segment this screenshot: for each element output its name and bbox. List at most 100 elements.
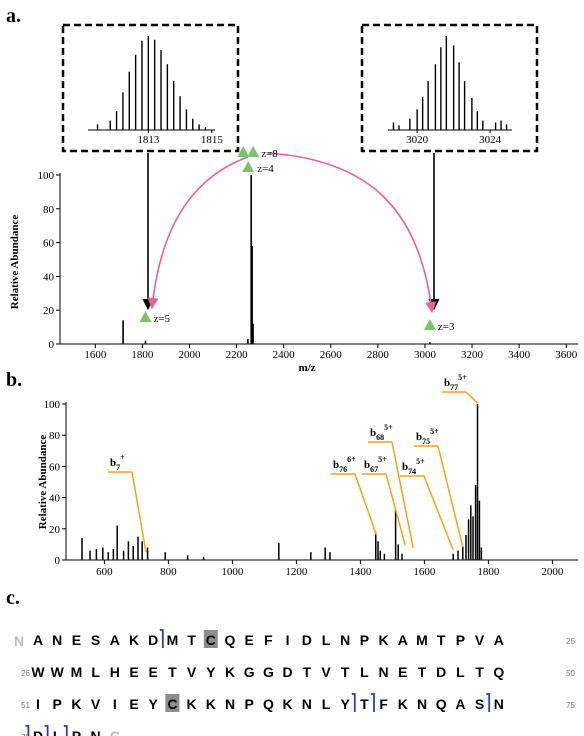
residue: N [302,696,312,712]
residue: M [71,664,83,680]
residue: D [302,632,312,648]
highlighted-residue-box [203,630,218,648]
residue: I [36,696,40,712]
residue: P [245,696,254,712]
fragment-label: b766+ [333,455,356,474]
residue: S [91,632,100,648]
residue: A [455,696,465,712]
fragment-label: b7+ [110,453,125,472]
residue: E [129,664,138,680]
residue: T [475,664,484,680]
panel-a-y-tick-label: 60 [43,238,55,250]
cleavage-bracket [371,693,375,712]
fragment-leader-line [385,473,406,546]
fragment-annotation: b745+ [400,457,454,551]
panel-b-y-tick-label: 60 [49,461,61,473]
charge-label: z=4 [257,163,274,175]
residue: K [379,632,389,648]
panel-b-axes: 600 800 1000 1200 1400 1600 1800 2000 0 20 40 60 80 1… [44,399,578,578]
inset-tick-label: 1813 [137,134,160,146]
cleavage-bracket [351,693,356,712]
residue: N [379,664,389,680]
fragment-leader-line [423,475,454,551]
residue: G [244,664,255,680]
residue: L [322,696,331,712]
residue: Q [263,696,274,712]
residue: Y [206,664,216,680]
cleavage-bracket [44,725,49,736]
panel-b-x-tick-label: 1800 [477,566,500,578]
cleavage-bracket [486,693,491,712]
panel-a-x-tick-label: 3200 [461,349,484,361]
residue: K [71,696,81,712]
residue: K [187,696,197,712]
residue: N [494,696,504,712]
inset-tick-label: 3020 [406,134,429,146]
charge-label: z=5 [153,313,170,325]
panel-b-peaks [81,404,483,560]
panel-b-y-tick-label: 80 [49,430,61,442]
inset-left-envelope: 1813 1815 [88,36,223,146]
panel-a-y-tick-label: 80 [43,204,55,216]
residue: D [283,664,293,680]
residue: H [110,664,120,680]
residue: A [33,632,43,648]
charge-label: z=8 [261,148,278,160]
fragment-label: b675+ [364,455,387,474]
charge-triangle [242,161,255,172]
residue-number-end: 75 [566,701,575,710]
inset-right-envelope: 3020 3024 [388,36,512,146]
residue: S [475,696,484,712]
panel-a-y-tick-label: 40 [43,271,55,283]
residue: V [475,632,485,648]
fragment-label: b745+ [402,457,425,476]
fragment-annotation: b675+ [362,455,406,546]
inset-tick-label: 1815 [201,134,224,146]
residue: T [341,664,350,680]
charge-triangle [247,146,260,157]
highlighted-residue-box [165,694,180,712]
residue: K [206,696,216,712]
residue: I [113,696,117,712]
residue: L [360,664,369,680]
panel-label-c: c. [6,587,20,609]
residue-number-start: 51 [21,701,30,710]
residue: E [245,632,254,648]
residue: L [322,632,331,648]
residue: L [53,728,62,736]
panel-b-x-tick-label: 1200 [285,566,308,578]
fragment-leader-line [437,445,464,548]
fragment-label: b685+ [370,423,393,442]
residue: P [456,632,465,648]
panel-b-x-tick-label: 600 [96,566,113,578]
fragment-label: b755+ [416,427,439,446]
residue: V [91,696,101,712]
inset-box-right [360,23,539,153]
residue: Y [341,696,351,712]
panel-a-x-tick-label: 3400 [508,349,531,361]
panel-a-x-tick-label: 2400 [273,349,296,361]
residue: D [436,664,446,680]
residue: A [494,632,504,648]
panel-a-xlabel: m/z [298,362,315,374]
panel-b-x-tick-label: 1000 [221,566,244,578]
residue: I [286,632,290,648]
panel-b-y-tick-label: 0 [55,555,61,567]
residue: C [206,632,216,648]
residue: D [148,632,158,648]
pink-arrow-left [147,156,249,310]
residue: T [168,664,177,680]
residue: E [398,664,407,680]
cleavage-bracket [159,629,164,648]
panel-a-x-tick-label: 2600 [320,349,343,361]
panel-a-spectrum: Relative Abundance m/z 1600 1800 2000 2200 2… [9,23,578,374]
panel-b-x-tick-label: 1600 [413,566,436,578]
panel-a-x-tick-label: 3000 [414,349,437,361]
inset-tick-label: 3024 [479,134,502,146]
panel-a-peaks [122,175,431,344]
panel-b-x-tick-label: 1400 [349,566,372,578]
panel-b-ylabel: Relative Abundance [37,435,49,530]
residue: K [225,664,235,680]
